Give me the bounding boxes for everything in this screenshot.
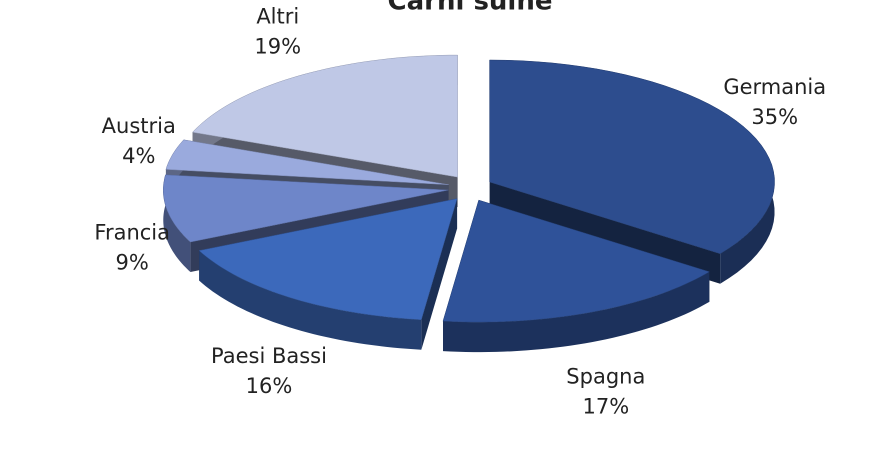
slice-group [442,199,710,353]
slice-label: Austria [102,114,176,138]
slice-wall [421,198,458,350]
chart-title: Carni suine [388,0,553,17]
slice [165,139,449,185]
slice [489,59,775,254]
slice-value-label: 9% [116,251,149,275]
slice-label: Germania [723,75,826,99]
slice-value-label: 35% [751,105,798,129]
slice-value-label: 4% [122,144,155,168]
slice-side [163,174,191,273]
slice-label: Francia [94,221,170,245]
slice-value-label: 19% [254,35,301,59]
slice-group [198,198,458,350]
slice-label: Paesi Bassi [211,344,327,368]
slice-label: Spagna [566,365,645,389]
slice-value-label: 17% [582,395,629,419]
slice [442,199,710,323]
slice-side [199,250,422,350]
slice [192,54,458,178]
slice-value-label: 16% [246,374,293,398]
slice-label: Altri [256,5,299,29]
slice-side [443,271,710,353]
slice [198,198,458,320]
slice [163,174,449,243]
